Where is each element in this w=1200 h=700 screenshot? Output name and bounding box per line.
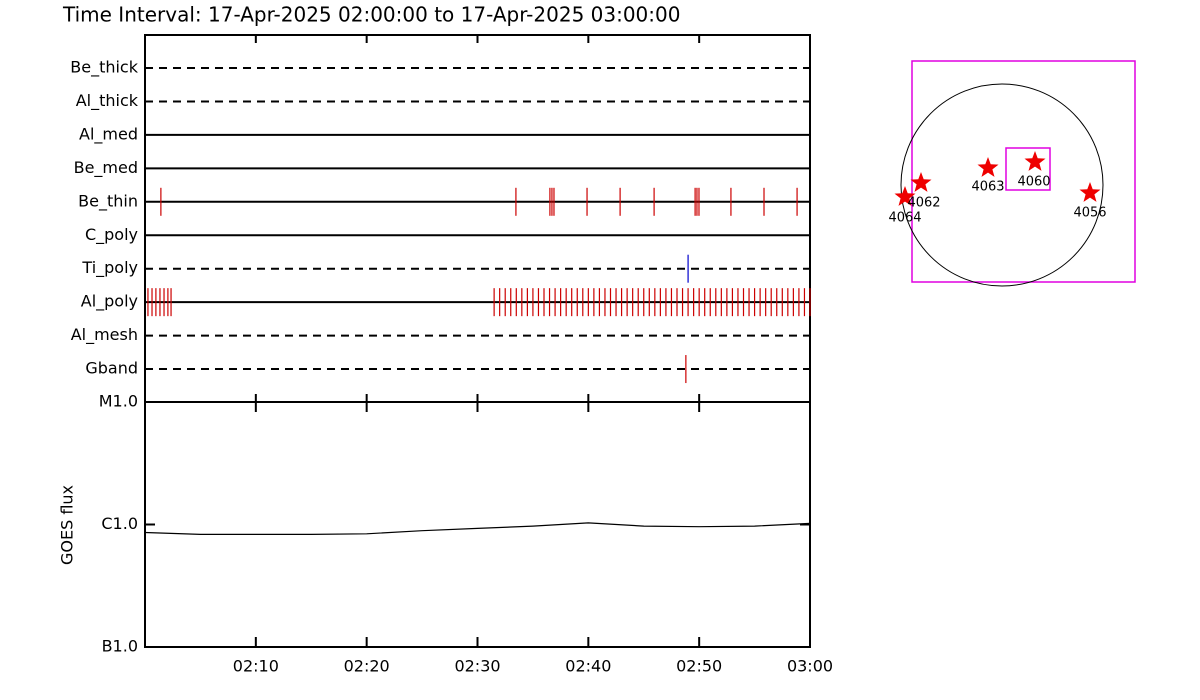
y-tick-label: M1.0 xyxy=(99,392,138,411)
region-label: 4060 xyxy=(1017,175,1050,190)
row-label: C_poly xyxy=(85,225,138,245)
region-star xyxy=(910,172,932,192)
x-tick-label: 02:40 xyxy=(565,657,611,676)
row-label: Gband xyxy=(85,359,138,378)
x-tick-label: 02:50 xyxy=(676,657,722,676)
row-label: Be_thin xyxy=(78,191,138,211)
region-star xyxy=(977,157,999,177)
region-label: 4062 xyxy=(907,196,940,211)
row-label: Be_thick xyxy=(70,58,138,78)
y-tick-label: C1.0 xyxy=(101,514,138,533)
row-label: Al_med xyxy=(79,124,138,144)
solar-disk xyxy=(900,83,1104,287)
row-label: Al_poly xyxy=(81,292,138,312)
region-star xyxy=(1079,182,1101,202)
region-star xyxy=(894,186,916,206)
y-axis-label: GOES flux xyxy=(58,485,77,565)
region-star xyxy=(1024,151,1046,171)
row-label: Ti_poly xyxy=(81,258,138,278)
title: Time Interval: 17-Apr-2025 02:00:00 to 1… xyxy=(62,3,680,27)
target-box xyxy=(1005,147,1051,191)
goes-curve xyxy=(144,522,811,535)
region-label: 4064 xyxy=(888,211,921,226)
x-tick-label: 02:30 xyxy=(454,657,500,676)
x-tick-label: 02:10 xyxy=(233,657,279,676)
fov-box xyxy=(911,60,1136,283)
x-tick-label: 02:20 xyxy=(344,657,390,676)
row-label: Al_thick xyxy=(76,91,139,111)
y-tick-label: B1.0 xyxy=(102,637,138,656)
row-label: Be_med xyxy=(74,158,138,178)
row-label: Al_mesh xyxy=(71,325,138,345)
region-label: 4063 xyxy=(971,180,1004,195)
region-label: 4056 xyxy=(1073,206,1106,221)
x-tick-label: 03:00 xyxy=(787,657,833,676)
